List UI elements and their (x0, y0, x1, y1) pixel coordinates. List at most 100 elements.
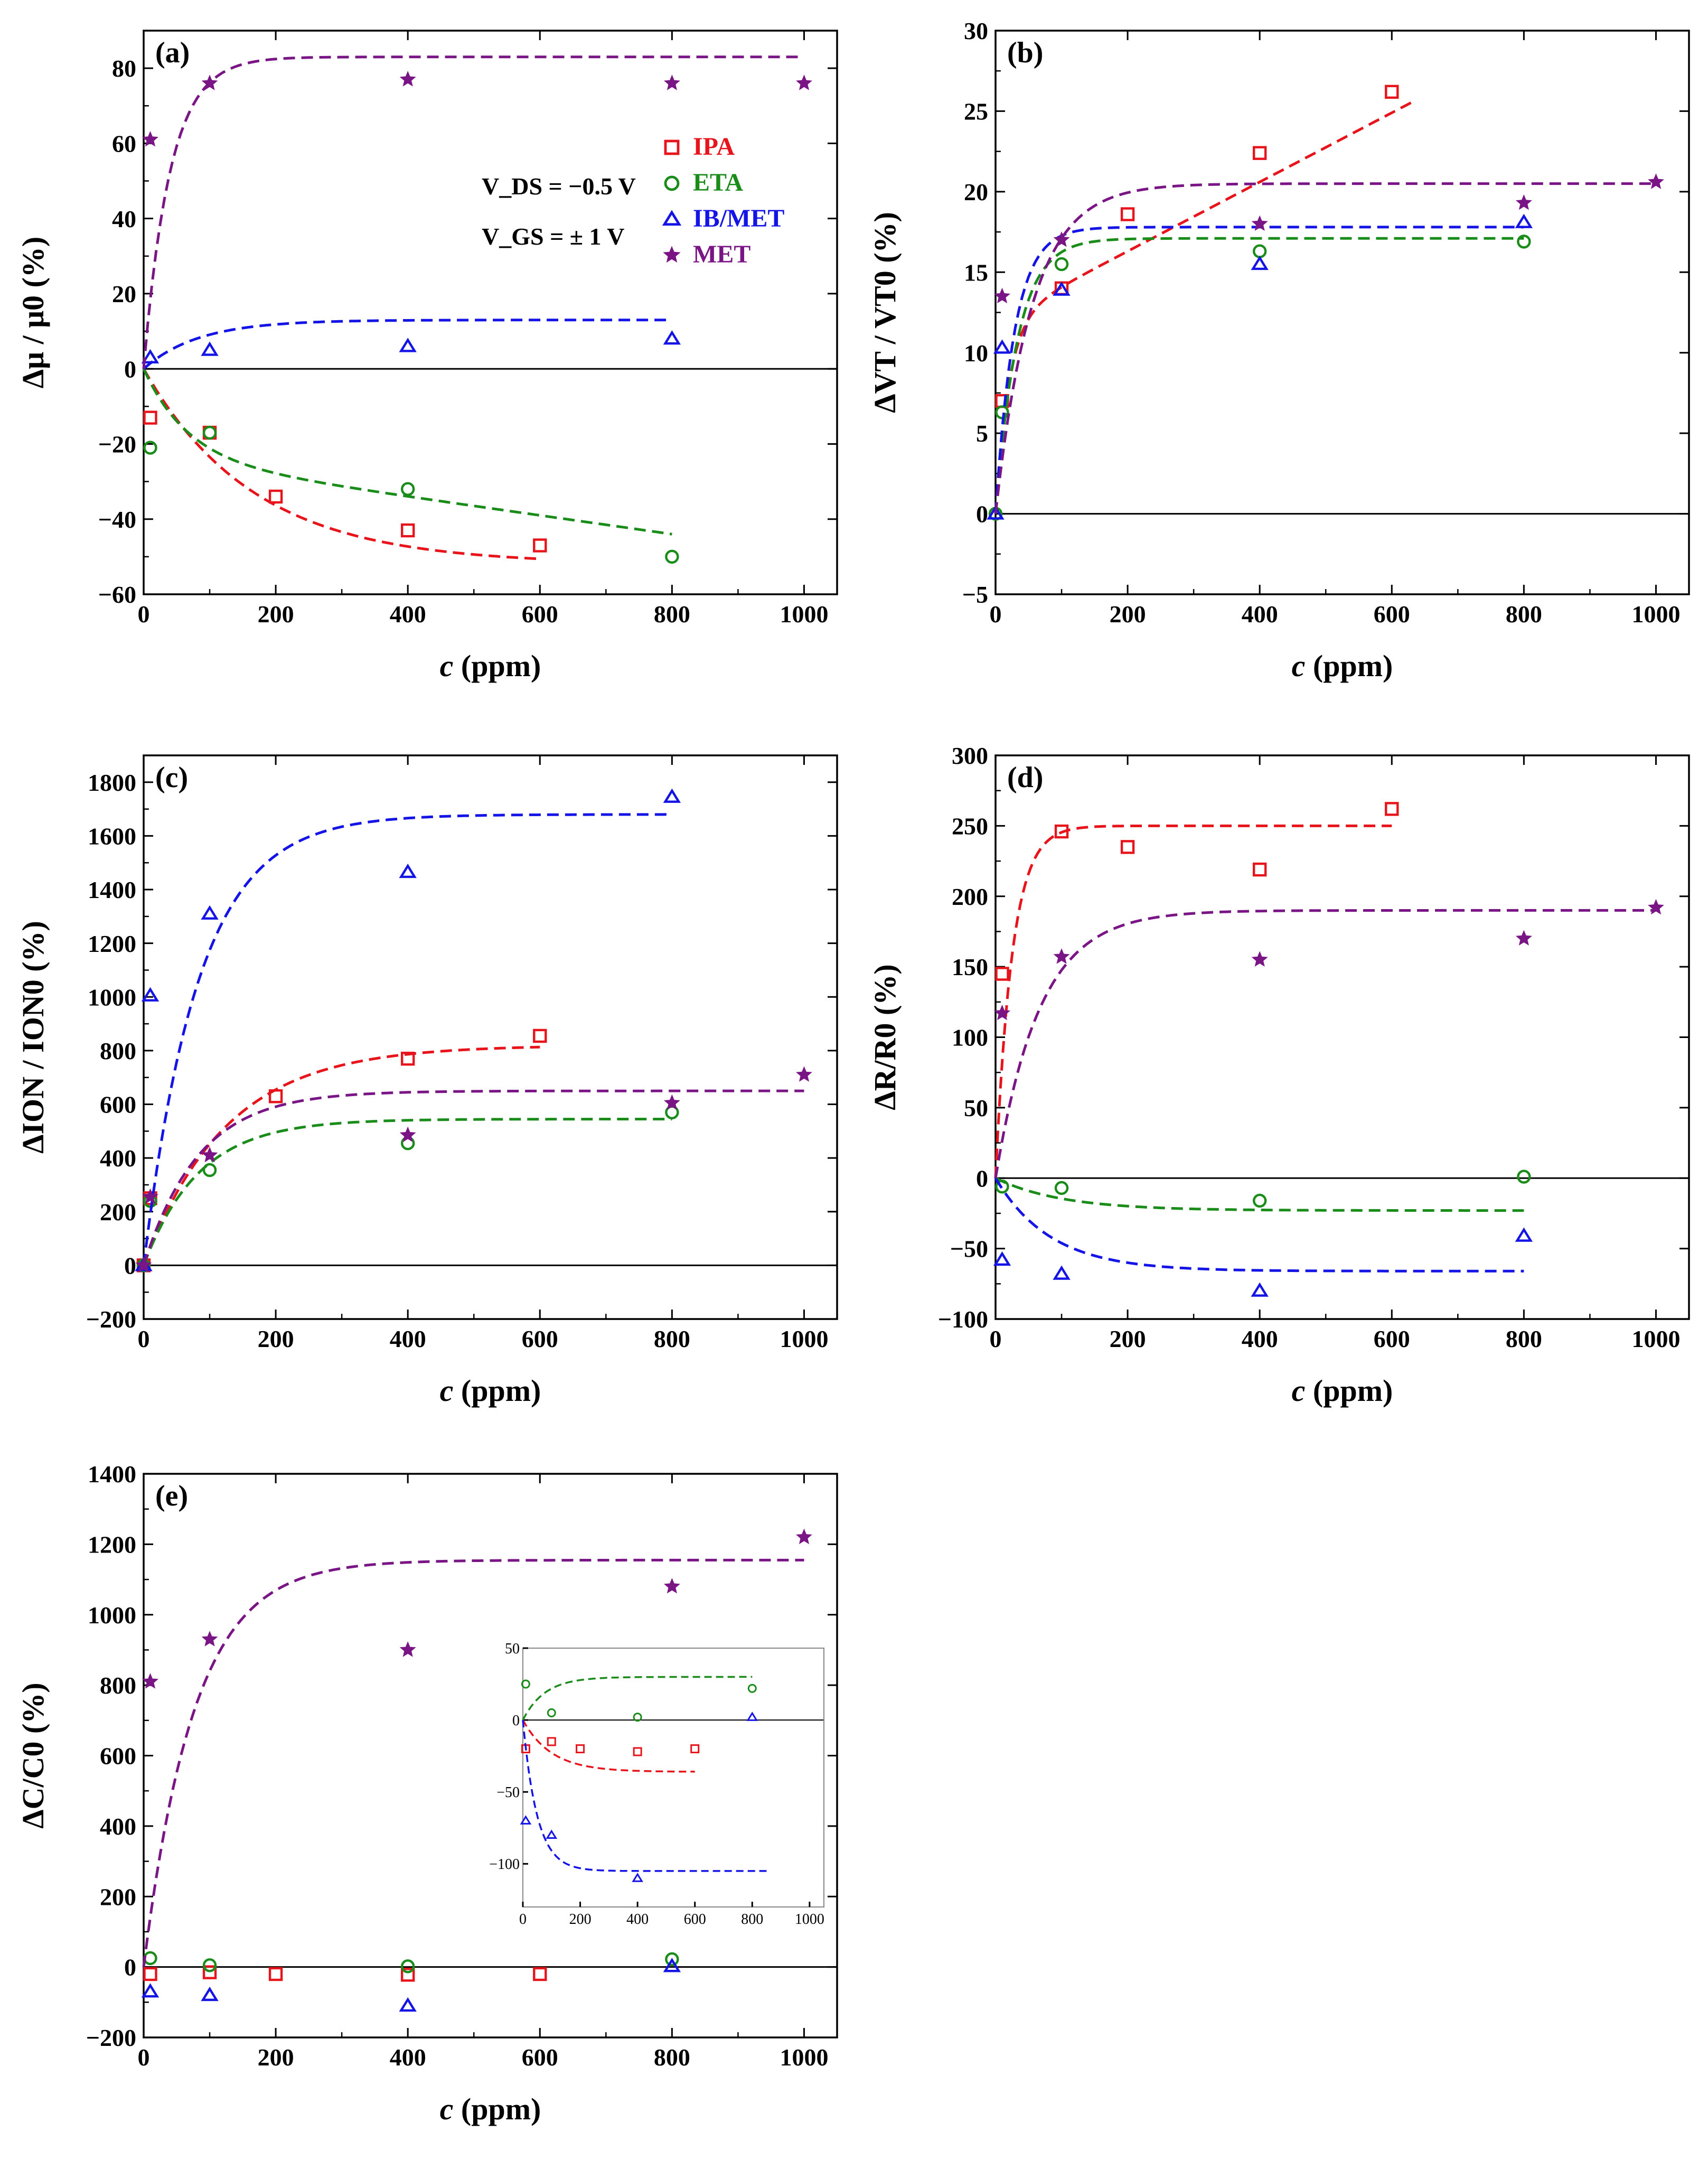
point-ipa (202, 1965, 217, 1979)
y-tick-label: −50 (496, 1784, 520, 1801)
x-tick-label: 800 (1506, 1325, 1542, 1352)
point-met (201, 1146, 218, 1163)
point-eta (1517, 235, 1531, 249)
panel-tag: (a) (155, 36, 190, 69)
y-tick-label: 50 (964, 1095, 988, 1121)
x-tick-label: 0 (138, 1325, 150, 1352)
point-met (663, 1094, 680, 1110)
point-ipa (533, 1028, 547, 1043)
y-tick-label: −20 (98, 431, 136, 458)
fit-curve-ipa (994, 824, 1392, 1179)
x-tick-label: 200 (569, 1911, 592, 1928)
plot-frame (522, 1648, 824, 1907)
y-axis-label: ΔR/R0 (%) (868, 964, 902, 1110)
point-ib-met (399, 338, 417, 352)
y-tick-label: 1400 (88, 1461, 136, 1488)
y-tick-label: 1200 (88, 1531, 136, 1558)
y-tick-label: 600 (100, 1091, 136, 1118)
y-axis-label: ΔVT / VT0 (%) (868, 212, 902, 413)
x-tick-label: 1000 (780, 601, 828, 628)
x-tick-label: 400 (390, 1325, 426, 1352)
fit-curve-met (142, 1089, 804, 1266)
y-tick-label: 0 (124, 1252, 136, 1279)
x-tick-label: 200 (1110, 601, 1146, 628)
y-tick-label: 1200 (88, 930, 136, 957)
point-ipa (533, 1967, 547, 1981)
x-tick-label: 400 (626, 1911, 649, 1928)
y-tick-label: 60 (112, 130, 136, 157)
fit-curve-ib-met (522, 1719, 767, 1872)
fit-curve-ipa (994, 101, 1412, 514)
point-ipa (143, 1967, 157, 1981)
fit-curve-ib-met (143, 319, 672, 370)
x-tick-label: 400 (390, 601, 426, 628)
point-ib-met (993, 1251, 1011, 1266)
x-tick-label: 400 (390, 2044, 426, 2071)
chart-a: 0 200 400 600 800 1000 −60 −40 −20 0 20 40 60 80 c (pp… (16, 30, 838, 683)
fit-curve-ib-met (994, 1177, 1524, 1273)
y-tick-label: 200 (952, 883, 988, 910)
point-eta (1252, 1193, 1267, 1208)
fit-curve-met (994, 909, 1656, 1179)
point-met (796, 1528, 812, 1545)
inset-background (523, 1648, 824, 1907)
x-tick-label: 400 (1242, 601, 1278, 628)
point-met (201, 1631, 218, 1647)
y-tick-label: 1400 (88, 876, 136, 903)
y-tick-label: 200 (100, 1883, 136, 1910)
panel-tag: (b) (1007, 36, 1043, 69)
point-ipa (268, 489, 283, 504)
point-ib-met (663, 330, 681, 345)
point-ipa (1385, 85, 1399, 99)
point-ib-met (1251, 1282, 1269, 1297)
y-axis-label: ΔION / ION0 (%) (16, 921, 50, 1154)
y-tick-label: −5 (962, 581, 988, 608)
point-ipa (268, 1089, 283, 1104)
point-ib-met (201, 1986, 219, 2002)
point-ib-met (993, 339, 1011, 354)
y-tick-label: 300 (952, 742, 988, 769)
y-tick-label: 1000 (88, 1602, 136, 1629)
point-met (1515, 194, 1532, 210)
y-tick-label: −50 (950, 1236, 988, 1263)
chart-e: 0 200 400 600 800 1000−2000200400600800100012… (16, 1461, 838, 2126)
y-tick-label: 30 (964, 17, 988, 44)
y-tick-label: −200 (86, 2024, 136, 2051)
point-eta (202, 1958, 217, 1972)
x-tick-label: 0 (990, 1325, 1002, 1352)
point-ib-met (987, 505, 1005, 520)
point-ipa (633, 1747, 642, 1756)
y-tick-label: 20 (964, 179, 988, 205)
point-ipa (547, 1737, 556, 1746)
y-tick-label: 0 (124, 356, 136, 382)
condition-label: V_DS = −0.5 V (482, 173, 636, 200)
x-tick-label: 800 (1506, 601, 1542, 628)
y-tick-label: 1000 (88, 984, 136, 1011)
point-met (1053, 948, 1070, 964)
point-ib-met (141, 349, 159, 363)
chart-d: 0 200 400 600 800 1000 −100 −50 0 50 100 150 200 250 3… (868, 742, 1690, 1408)
x-tick-label: 600 (684, 1911, 706, 1928)
point-eta (1054, 257, 1069, 272)
point-met (399, 1126, 416, 1143)
point-ib-met (1053, 1265, 1071, 1280)
x-tick-label: 200 (258, 2044, 294, 2071)
point-ib-met (546, 1829, 558, 1839)
legend-label: IPA (693, 133, 735, 161)
x-axis-label: c (ppm) (440, 1373, 541, 1408)
point-ib-met (399, 863, 417, 878)
y-tick-label: −60 (98, 581, 136, 608)
x-tick-label: 1000 (1631, 601, 1680, 628)
point-eta (665, 1952, 679, 1967)
x-tick-label: 600 (1374, 601, 1410, 628)
point-met (663, 1578, 680, 1594)
y-tick-label: 1600 (88, 823, 136, 850)
point-eta (202, 425, 217, 440)
point-ipa (576, 1744, 585, 1754)
point-met (1648, 899, 1664, 915)
point-eta (202, 1163, 217, 1177)
legend-label: ETA (693, 169, 743, 197)
point-met (1053, 231, 1070, 247)
y-tick-label: 0 (976, 501, 988, 528)
point-ib-met (399, 1997, 417, 2012)
